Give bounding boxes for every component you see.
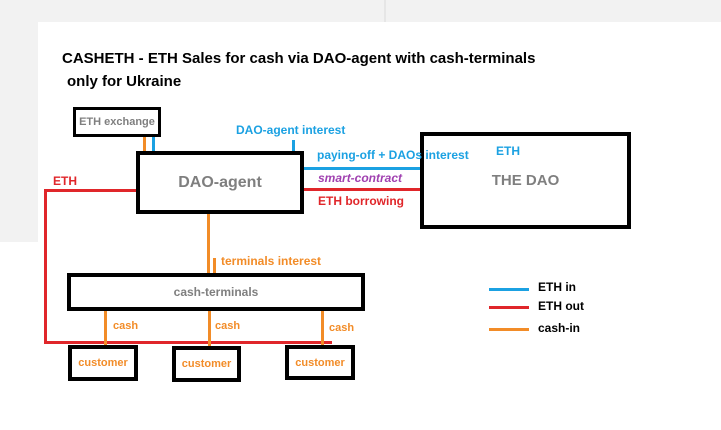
dao-agent-interest-line	[292, 140, 295, 153]
eth-exchange-box: ETH exchange	[73, 107, 161, 137]
terminals-interest-line-1	[207, 212, 210, 274]
cash-line-2	[208, 309, 211, 348]
diagram-title-line1: CASHETH - ETH Sales for cash via DAO-age…	[62, 50, 536, 67]
eth-exchange-label: ETH exchange	[79, 116, 155, 128]
the-dao-box: THE DAO	[420, 132, 631, 229]
legend-eth-out-label: ETH out	[538, 299, 584, 313]
dao-agent-label: DAO-agent	[178, 173, 262, 191]
customer-box-3: customer	[285, 345, 355, 380]
cash-label-3: cash	[329, 322, 355, 334]
eth-out-label: ETH	[53, 174, 77, 188]
customer-box-1: customer	[68, 345, 138, 381]
dao-agent-interest-label: DAO-agent interest	[236, 123, 346, 137]
paying-off-line	[302, 167, 422, 170]
cash-line-3	[321, 309, 324, 346]
eth-out-line-bottom	[44, 341, 332, 344]
dao-agent-box: DAO-agent	[136, 151, 304, 214]
customer-box-2: customer	[172, 346, 241, 382]
eth-exchange-cash-line	[143, 136, 146, 153]
eth-borrowing-label: ETH borrowing	[318, 194, 404, 208]
legend-eth-out-swatch	[489, 306, 529, 309]
cash-terminals-box: cash-terminals	[67, 273, 365, 311]
eth-exchange-eth-in-line	[152, 136, 155, 153]
eth-out-line-vertical	[44, 189, 47, 344]
eth-in-label: ETH	[496, 144, 520, 158]
legend-cash-in-swatch	[489, 328, 529, 331]
terminals-interest-line-2	[213, 258, 216, 274]
the-dao-label: THE DAO	[491, 172, 560, 189]
smart-contract-label: smart-contract	[318, 171, 403, 185]
cash-label-1: cash	[113, 320, 139, 332]
background-panel-top-right	[386, 0, 721, 22]
cash-line-1	[104, 309, 107, 347]
customer-label-2: customer	[181, 358, 232, 370]
diagram-title-line2: only for Ukraine	[67, 73, 182, 90]
eth-borrowing-line	[302, 188, 422, 191]
legend-eth-in-swatch	[489, 288, 529, 291]
divider	[384, 0, 386, 22]
cash-label-2: cash	[215, 320, 241, 332]
customer-label-3: customer	[295, 356, 345, 369]
terminals-interest-label: terminals interest	[221, 254, 322, 268]
legend-cash-in-label: cash-in	[538, 321, 581, 335]
legend-eth-in-label: ETH in	[538, 280, 576, 294]
eth-out-line-top	[44, 189, 139, 192]
background-panel-left	[0, 22, 38, 242]
cash-terminals-label: cash-terminals	[173, 285, 259, 299]
customer-label-1: customer	[78, 357, 128, 369]
background-panel-top	[0, 0, 384, 22]
paying-off-label: paying-off + DAOs interest	[317, 148, 469, 162]
